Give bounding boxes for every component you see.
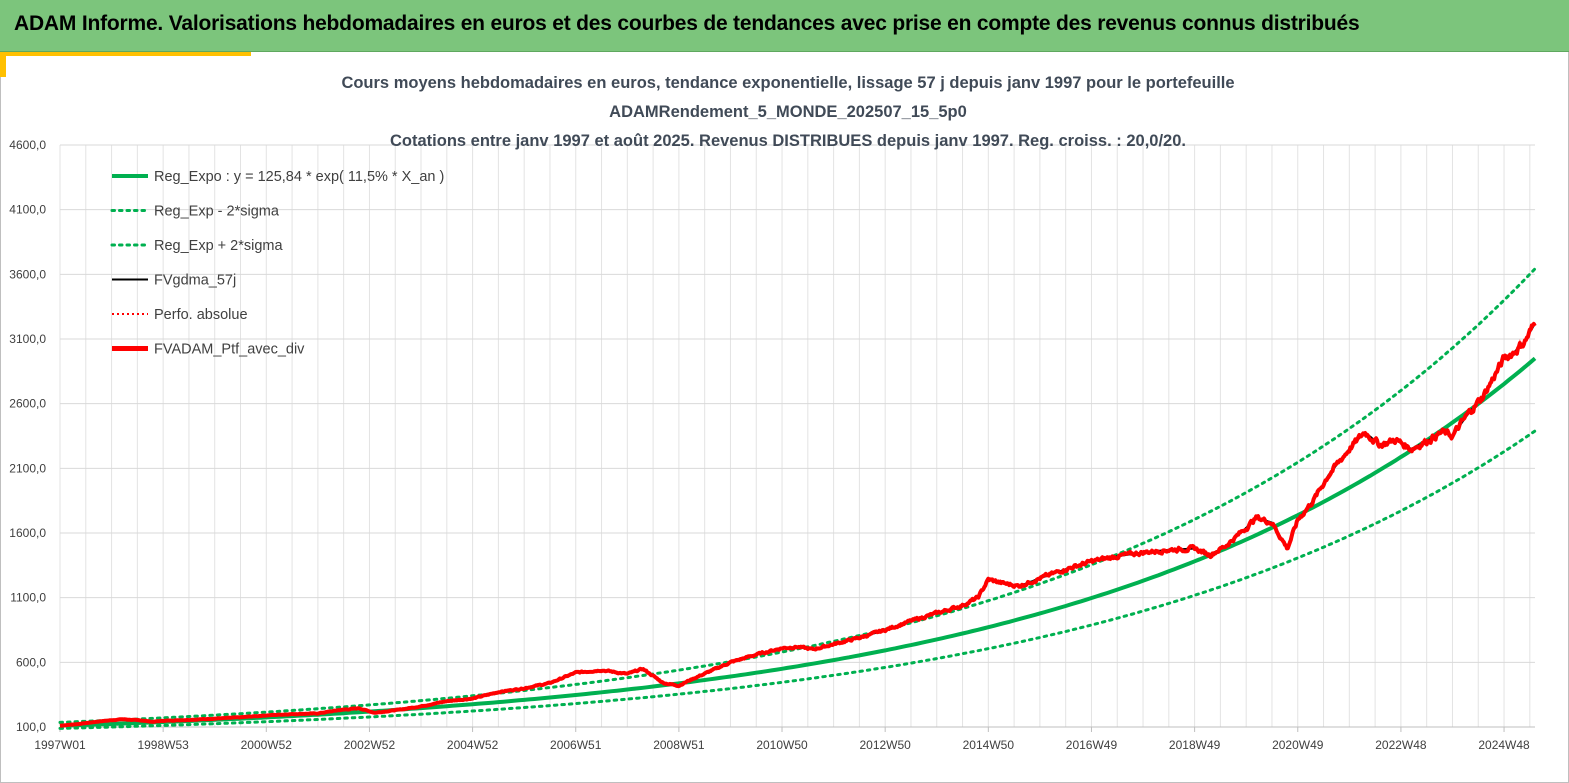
- x-tick-label: 1998W53: [137, 738, 189, 752]
- y-tick-label: 600,0: [16, 655, 46, 669]
- y-tick-label: 3600,0: [9, 267, 46, 281]
- series-line-reg_low: [58, 429, 1537, 730]
- legend-label-reg: Reg_Expo : y = 125,84 * exp( 11,5% * X_a…: [154, 169, 444, 185]
- y-axis: 100,0 600,0 1100,0 1600,0 2100,0 2600,0 3100,0…: [9, 138, 46, 734]
- y-tick-label: 1100,0: [10, 591, 46, 605]
- chart-title-line-2: ADAMRendement_5_MONDE_202507_15_5p0: [609, 103, 967, 121]
- accent-bar-top: [6, 52, 251, 56]
- legend-label-perfo: Perfo. absolue: [154, 307, 248, 323]
- x-tick-label: 1997W01: [34, 738, 86, 752]
- y-tick-label: 100,0: [16, 720, 46, 734]
- x-tick-label: 2000W52: [241, 738, 293, 752]
- chart-title-line-3: Cotations entre janv 1997 et août 2025. …: [390, 132, 1186, 150]
- accent-bar-left: [0, 52, 6, 77]
- x-tick-label: 2016W49: [1066, 738, 1118, 752]
- y-tick-label: 1600,0: [9, 526, 46, 540]
- y-tick-label: 4600,0: [9, 138, 46, 152]
- x-tick-label: 2004W52: [447, 738, 499, 752]
- y-tick-label: 3100,0: [9, 332, 46, 346]
- banner-title: ADAM Informe. Valorisations hebdomadaire…: [14, 12, 1360, 35]
- legend-label-smooth: FVgdma_57j: [154, 273, 236, 289]
- legend-label-reg_low: Reg_Exp - 2*sigma: [154, 204, 280, 220]
- x-tick-label: 2010W50: [756, 738, 808, 752]
- legend-label-reg_high: Reg_Exp + 2*sigma: [154, 238, 283, 254]
- y-tick-label: 2100,0: [9, 461, 46, 475]
- series-line-main: [59, 321, 1537, 728]
- header-banner: ADAM Informe. Valorisations hebdomadaire…: [0, 0, 1569, 52]
- x-tick-label: 2024W48: [1478, 738, 1530, 752]
- chart-title: Cours moyens hebdomadaires en euros, ten…: [341, 74, 1234, 150]
- x-tick-label: 2002W52: [344, 738, 396, 752]
- x-tick-label: 2012W50: [859, 738, 911, 752]
- chart-grid: [59, 144, 1535, 728]
- x-tick-label: 2014W50: [963, 738, 1015, 752]
- plot-area: [58, 267, 1537, 730]
- x-tick-label: 2006W51: [550, 738, 602, 752]
- x-tick-label: 2018W49: [1169, 738, 1221, 752]
- legend-label-main: FVADAM_Ptf_avec_div: [154, 342, 305, 358]
- chart-legend: Reg_Expo : y = 125,84 * exp( 11,5% * X_a…: [110, 169, 444, 358]
- x-axis: 1997W01 1998W53 2000W52 2002W52 2004W52 2006W…: [34, 726, 1535, 752]
- x-tick-label: 2022W48: [1375, 738, 1427, 752]
- y-tick-label: 4100,0: [9, 203, 46, 217]
- y-tick-label: 2600,0: [9, 397, 46, 411]
- series-line-reg: [59, 356, 1537, 728]
- line-chart: Cours moyens hebdomadaires en euros, ten…: [9, 74, 1537, 752]
- x-tick-label: 2008W51: [653, 738, 705, 752]
- x-tick-label: 2020W49: [1272, 738, 1324, 752]
- chart-title-line-1: Cours moyens hebdomadaires en euros, ten…: [341, 74, 1234, 92]
